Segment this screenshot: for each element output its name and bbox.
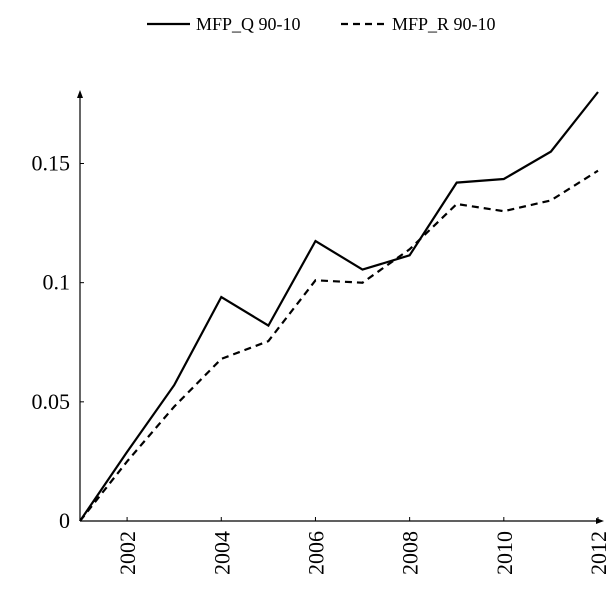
x-tick-label: 2010 — [492, 531, 517, 575]
x-tick-label: 2004 — [209, 531, 234, 575]
x-axis-arrow — [596, 518, 604, 524]
axes — [77, 90, 604, 524]
series-line-mfp-r — [79, 169, 599, 522]
y-tick-label: 0.05 — [32, 389, 71, 414]
y-tick-label: 0 — [59, 508, 70, 533]
series-line-mfp-q — [79, 91, 599, 522]
x-tick-label: 2008 — [398, 531, 423, 575]
tick-labels: 0 0.05 0.1 0.15 2002 2004 2006 2008 2010 2012 — [32, 151, 610, 576]
legend-label: MFP_Q 90-10 — [196, 14, 301, 34]
legend-label: MFP_R 90-10 — [392, 14, 496, 34]
legend: MFP_Q 90-10 MFP_R 90-10 — [147, 14, 496, 34]
x-tick-label: 2012 — [586, 531, 610, 575]
y-axis-arrow — [77, 90, 83, 98]
y-tick-label: 0.1 — [43, 270, 71, 295]
x-tick-label: 2006 — [303, 531, 328, 575]
y-tick-label: 0.15 — [32, 151, 71, 176]
series-layer — [79, 91, 599, 522]
x-tick-label: 2002 — [115, 531, 140, 575]
